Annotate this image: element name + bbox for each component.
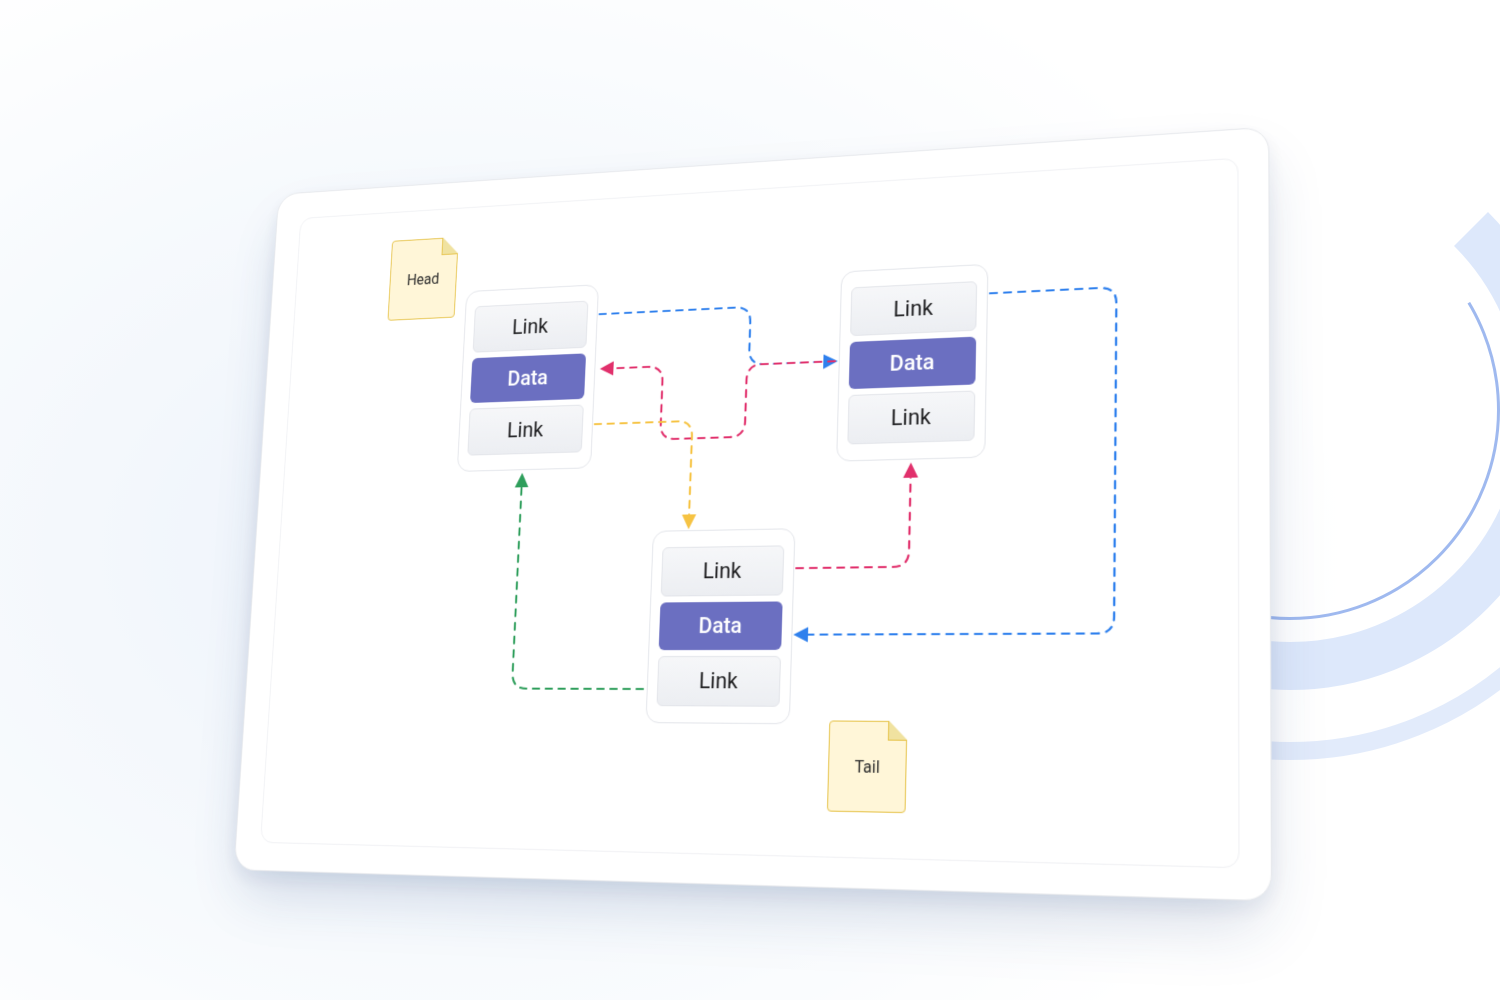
node-c-link-bot: Link [657,656,782,707]
node-b-data: Data [849,337,976,390]
node-b-link-bot: Link [847,390,975,444]
tilted-card-wrap: Head Link Data Link Link Data Link Link … [234,127,1273,902]
connectors-layer [235,128,1271,901]
diagram-card: Head Link Data Link Link Data Link Link … [234,127,1273,902]
tail-tag-label: Tail [854,756,880,776]
node-b: Link Data Link [836,264,988,462]
edge-blue-a-b [597,303,836,371]
node-b-link-top: Link [850,281,977,336]
edge-pink-c-b [796,466,911,569]
edge-blue-b-c [796,287,1116,634]
edge-yellow-a-c [590,421,692,528]
tail-tag: Tail [827,720,908,813]
diagram-stage: Head Link Data Link Link Data Link Link … [0,0,1500,1000]
edge-green-c-a [512,472,652,689]
edge-pink-b-a [599,359,835,441]
